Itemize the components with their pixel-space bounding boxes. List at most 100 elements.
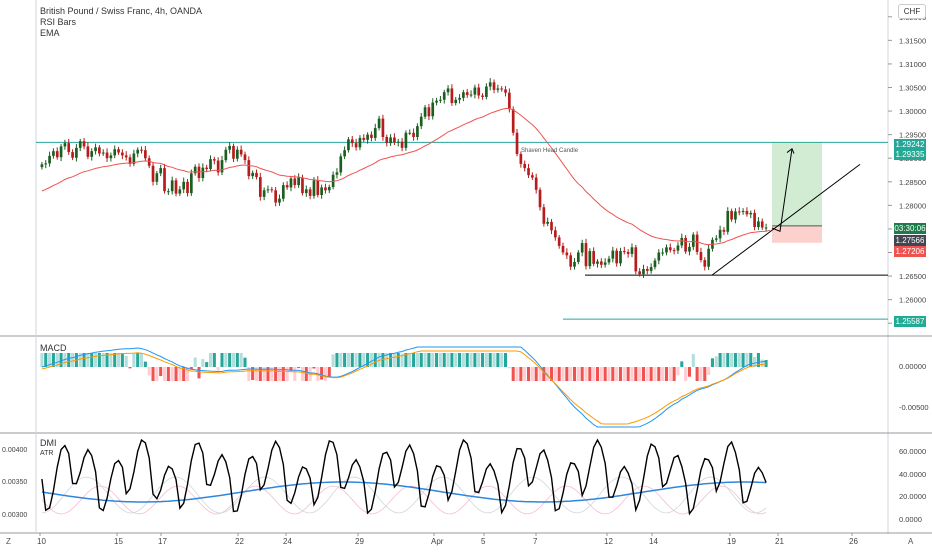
macd-bar	[569, 367, 573, 381]
candle	[235, 149, 239, 159]
candle	[557, 237, 561, 246]
macd-bar	[140, 353, 144, 367]
macd-bar	[147, 367, 151, 376]
candle	[561, 245, 565, 253]
macd-bar	[419, 353, 423, 367]
macd-bar	[595, 367, 600, 381]
candle	[182, 181, 186, 190]
macd-bar	[557, 367, 561, 381]
price-tag-1: 1.29242	[894, 139, 926, 150]
macd-tick-label: 0.00000	[899, 362, 926, 371]
candle	[266, 189, 270, 191]
candle	[454, 99, 458, 104]
macd-bar	[312, 367, 316, 369]
candle	[400, 141, 404, 148]
macd-bar	[699, 367, 703, 381]
candle	[511, 109, 515, 133]
currency-badge[interactable]: CHF	[898, 4, 926, 19]
candle	[212, 159, 216, 161]
zoom-corner-left[interactable]: Z	[6, 537, 11, 546]
macd-bar	[48, 353, 52, 367]
macd-bar	[90, 353, 94, 367]
macd-bar	[461, 353, 465, 367]
macd-bar	[450, 353, 454, 367]
candle	[607, 258, 611, 263]
dmi-label[interactable]: DMI	[40, 438, 57, 448]
macd-bar	[343, 353, 347, 367]
macd-bar	[588, 367, 592, 381]
dmi-right-tick-label: 60.0000	[899, 447, 926, 456]
macd-bar	[274, 367, 278, 381]
candle	[381, 118, 385, 137]
candle	[699, 252, 703, 261]
candle	[599, 261, 603, 265]
macd-bar	[105, 353, 109, 367]
candle	[488, 82, 492, 87]
candle	[462, 92, 465, 98]
candle	[626, 252, 630, 254]
macd-label[interactable]: MACD	[40, 343, 67, 353]
candle	[243, 154, 247, 161]
macd-bar	[707, 367, 711, 375]
candle	[251, 172, 254, 177]
macd-bar	[113, 353, 117, 367]
macd-bar	[695, 367, 699, 381]
auto-scale-corner-right[interactable]: A	[908, 537, 914, 546]
macd-bar	[185, 367, 190, 381]
macd-bar	[82, 353, 86, 367]
price-tag-entry: 1.27566	[894, 235, 926, 246]
macd-bar	[592, 367, 596, 381]
candle	[703, 260, 707, 267]
atr-line	[41, 438, 767, 516]
candle	[722, 229, 726, 232]
macd-bar	[266, 367, 270, 381]
macd-bar	[400, 353, 404, 367]
candle	[427, 107, 431, 117]
macd-bar	[320, 367, 324, 380]
macd-bar	[741, 353, 745, 367]
candle	[442, 92, 446, 100]
symbol-title[interactable]: British Pound / Swiss Franc, 4h, OANDA	[40, 6, 203, 16]
macd-bar	[189, 367, 193, 370]
candle	[603, 262, 607, 265]
candle	[358, 137, 362, 148]
candle	[262, 190, 266, 197]
candle	[584, 243, 588, 267]
candle	[151, 165, 155, 182]
candle	[707, 248, 710, 267]
candle	[695, 234, 699, 253]
indicator-rsi-bars-label[interactable]: RSI Bars	[40, 17, 77, 27]
macd-bar	[270, 367, 274, 381]
macd-bar	[262, 367, 266, 381]
price-tick-label: 1.29500	[899, 131, 926, 140]
macd-bar	[726, 353, 730, 367]
indicator-ema-label[interactable]: EMA	[40, 28, 60, 38]
macd-bar	[481, 353, 485, 367]
candle	[634, 247, 638, 272]
candle	[465, 92, 469, 96]
candle	[718, 229, 722, 239]
candle	[672, 250, 676, 252]
candle	[285, 185, 289, 188]
macd-bar	[182, 367, 186, 381]
candle	[611, 250, 615, 259]
macd-bar	[408, 353, 412, 367]
candle	[419, 116, 423, 127]
candle	[178, 189, 182, 194]
macd-bar	[684, 367, 688, 381]
candle	[121, 152, 124, 156]
macd-bar	[611, 367, 615, 381]
candle	[216, 160, 220, 173]
candle	[274, 190, 277, 203]
atr-label[interactable]: ATR	[40, 450, 54, 457]
candle	[760, 221, 764, 228]
candle	[75, 147, 78, 158]
macd-bar	[511, 367, 515, 381]
macd-bar	[764, 359, 768, 367]
candle	[228, 145, 232, 150]
macd-bar	[94, 353, 98, 367]
candle	[258, 177, 262, 197]
macd-bar	[97, 353, 101, 367]
macd-bar	[381, 353, 385, 367]
